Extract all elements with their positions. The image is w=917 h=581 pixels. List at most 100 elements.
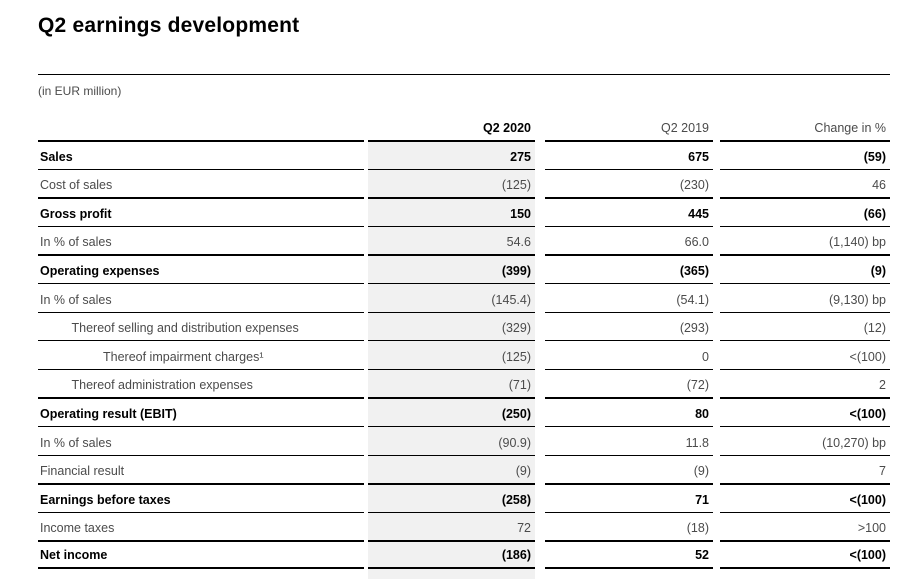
cell-change: >100 [720, 511, 890, 541]
row-label: In % of sales [38, 425, 364, 455]
cell-change: <(100) [720, 540, 890, 569]
cell-q2-2020: 150 [368, 197, 535, 226]
cell-q2-2019: 675 [545, 140, 713, 169]
column-gap [535, 512, 545, 541]
column-gap [713, 169, 720, 198]
table-row: Thereof selling and distribution expense… [38, 311, 890, 341]
column-gap [713, 369, 720, 398]
cell-q2-2020: (258) [368, 483, 535, 512]
column-gap [535, 426, 545, 455]
column-gap [713, 197, 720, 226]
earnings-table: Q2 2020 Q2 2019 Change in % Sales 275 67… [38, 112, 890, 579]
table-row: Operating result (EBIT) (250) 80 <(100) [38, 397, 890, 426]
column-gap [713, 112, 720, 140]
column-gap [535, 112, 545, 140]
table-row: Gross profit 150 445 (66) [38, 197, 890, 226]
column-gap [713, 140, 720, 169]
table-header-row: Q2 2020 Q2 2019 Change in % [38, 112, 890, 140]
column-header-q2-2020: Q2 2020 [483, 121, 531, 135]
table-row: Sales 275 675 (59) [38, 140, 890, 169]
column-gap [713, 483, 720, 512]
column-gap [713, 455, 720, 484]
column-gap [713, 340, 720, 369]
cell-change: (9) [720, 254, 890, 283]
column-gap [535, 197, 545, 226]
cell-change: (66) [720, 197, 890, 226]
cell-q2-2019: (18) [545, 511, 713, 541]
cell-change: (59) [720, 140, 890, 169]
column-header-q2-2019: Q2 2019 [661, 121, 709, 135]
cell-q2-2019: (365) [545, 254, 713, 283]
cell-change: 7 [720, 454, 890, 484]
table-row: Thereof administration expenses (71) (72… [38, 368, 890, 398]
shade-gap [38, 569, 368, 579]
cell-q2-2019: 11.8 [545, 425, 713, 455]
cell-q2-2020: 54.6 [368, 225, 535, 255]
page-title: Q2 earnings development [38, 14, 300, 37]
row-label: In % of sales [38, 225, 364, 255]
title-rule [38, 74, 890, 76]
cell-change: <(100) [720, 483, 890, 512]
column-gap [713, 312, 720, 341]
column-gap [535, 340, 545, 369]
cell-q2-2020: 275 [368, 140, 535, 169]
column-gap [713, 397, 720, 426]
cell-q2-2019: 80 [545, 397, 713, 426]
row-label: Thereof selling and distribution expense… [38, 311, 364, 341]
cell-q2-2020: (186) [368, 540, 535, 569]
column-gap [713, 540, 720, 569]
row-label: Financial result [38, 454, 364, 484]
cell-q2-2020: (125) [368, 340, 535, 369]
cell-change: <(100) [720, 397, 890, 426]
row-label: Thereof impairment charges¹ [38, 340, 364, 369]
row-label: Operating expenses [38, 254, 364, 283]
cell-q2-2019: (230) [545, 168, 713, 198]
table-row: Thereof impairment charges¹ (125) 0 <(10… [38, 340, 890, 369]
table-row: Earnings before taxes (258) 71 <(100) [38, 483, 890, 512]
column-gap [713, 226, 720, 255]
cell-q2-2020: (90.9) [368, 425, 535, 455]
column-gap [535, 455, 545, 484]
cell-q2-2020: (71) [368, 368, 535, 398]
column-gap [713, 512, 720, 541]
table-row: Income taxes 72 (18) >100 [38, 511, 890, 541]
column-gap [535, 226, 545, 255]
cell-change: (12) [720, 311, 890, 341]
row-label: Earnings before taxes [38, 483, 364, 512]
cell-q2-2019: (72) [545, 368, 713, 398]
column-gap [535, 397, 545, 426]
column-gap [535, 283, 545, 312]
unit-note: (in EUR million) [38, 84, 122, 98]
cell-change: (10,270) bp [720, 425, 890, 455]
column-gap [713, 254, 720, 283]
cell-q2-2020: (145.4) [368, 282, 535, 312]
row-label: Operating result (EBIT) [38, 397, 364, 426]
row-label: Gross profit [38, 197, 364, 226]
cell-change: <(100) [720, 340, 890, 369]
cell-q2-2019: 52 [545, 540, 713, 569]
cell-q2-2020: (329) [368, 311, 535, 341]
row-label: In % of sales [38, 282, 364, 312]
cell-q2-2020: (250) [368, 397, 535, 426]
table-row: Financial result (9) (9) 7 [38, 454, 890, 484]
cell-change: 2 [720, 368, 890, 398]
cell-q2-2020: 72 [368, 511, 535, 541]
cell-change: 46 [720, 168, 890, 198]
column-gap [535, 540, 545, 569]
cell-q2-2019: (54.1) [545, 282, 713, 312]
table-row: Operating expenses (399) (365) (9) [38, 254, 890, 283]
row-label: Cost of sales [38, 168, 364, 198]
column-gap [535, 312, 545, 341]
column-gap [535, 483, 545, 512]
column-gap [713, 283, 720, 312]
column-gap [535, 169, 545, 198]
table-row: In % of sales (145.4) (54.1) (9,130) bp [38, 282, 890, 312]
column-gap [535, 140, 545, 169]
table-row: In % of sales 54.6 66.0 (1,140) bp [38, 225, 890, 255]
column-gap [535, 254, 545, 283]
cell-q2-2020: (399) [368, 254, 535, 283]
column-header-change: Change in % [814, 121, 886, 135]
cell-q2-2019: (293) [545, 311, 713, 341]
cell-q2-2019: 0 [545, 340, 713, 369]
earnings-table-body: Sales 275 675 (59) Cost of sales (125) (… [38, 140, 890, 569]
